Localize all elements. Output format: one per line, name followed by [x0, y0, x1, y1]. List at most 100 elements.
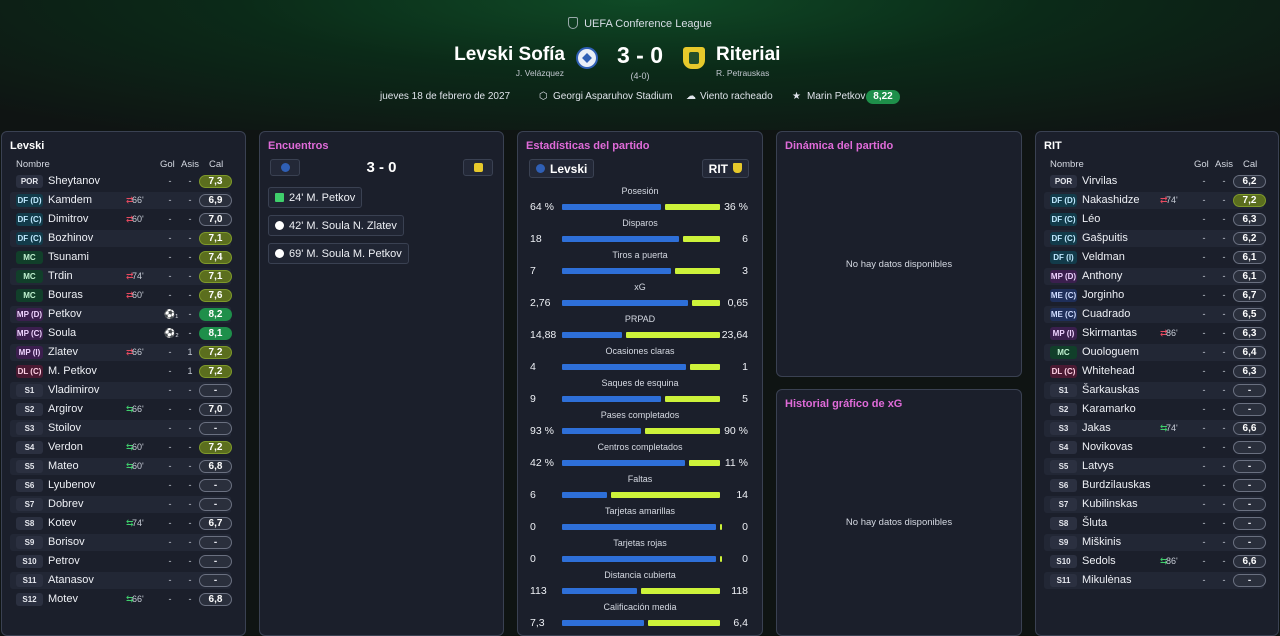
player-row[interactable]: S7 Dobrev - - - [10, 496, 232, 513]
player-row[interactable]: S3 Stoilov - - - [10, 420, 232, 437]
player-name[interactable]: Veldman [1082, 251, 1125, 263]
player-row[interactable]: MC Trdin ⇄ 74' - -7,1 [10, 268, 232, 285]
player-row[interactable]: S10 Petrov - - - [10, 553, 232, 570]
player-row[interactable]: DF (C) Dimitrov ⇄ 60' - -7,0 [10, 211, 232, 228]
player-row[interactable]: S1 Vladimirov - - - [10, 382, 232, 399]
player-row[interactable]: POR Sheytanov - -7,3 [10, 173, 232, 190]
player-name[interactable]: Borisov [48, 536, 85, 548]
player-name[interactable]: Bouras [48, 289, 83, 301]
col-rating[interactable]: Cal [209, 159, 224, 170]
player-row[interactable]: MP (D) Petkov ⚽₁ -8,2 [10, 306, 232, 323]
player-name[interactable]: Latvys [1082, 460, 1114, 472]
player-row[interactable]: S3 Jakas ⇆ 74' - -6,6 [1044, 420, 1266, 437]
player-row[interactable]: S4 Novikovas - - - [1044, 439, 1266, 456]
player-name[interactable]: Vladimirov [48, 384, 100, 396]
player-row[interactable]: MP (I) Zlatev ⇄ 66' - 1 7,2 [10, 344, 232, 361]
player-name[interactable]: Atanasov [48, 574, 94, 586]
player-name[interactable]: Tsunami [48, 251, 89, 263]
player-name[interactable]: Petkov [48, 308, 82, 320]
player-row[interactable]: S12 Motev ⇆ 66' - -6,8 [10, 591, 232, 608]
player-row[interactable]: S8 Kotev ⇆ 74' - -6,7 [10, 515, 232, 532]
player-name[interactable]: Kubilinskas [1082, 498, 1138, 510]
player-row[interactable]: MC Tsunami - -7,4 [10, 249, 232, 266]
col-name[interactable]: Nombre [1050, 159, 1084, 170]
home-team-name[interactable]: Levski Sofía [454, 44, 565, 65]
mvp-name[interactable]: Marin Petkov [807, 91, 866, 102]
player-name[interactable]: Novikovas [1082, 441, 1133, 453]
player-name[interactable]: Trdin [48, 270, 73, 282]
player-name[interactable]: Miškinis [1082, 536, 1122, 548]
player-name[interactable]: Zlatev [48, 346, 78, 358]
player-row[interactable]: DL (C) Whitehead - -6,3 [1044, 363, 1266, 380]
event-item[interactable]: 24' M. Petkov [268, 187, 363, 208]
player-row[interactable]: ME (C) Jorginho - -6,7 [1044, 287, 1266, 304]
col-goals[interactable]: Gol [1194, 159, 1209, 170]
player-row[interactable]: DF (D) Nakashidze ⇄ 74' - -7,2 [1044, 192, 1266, 209]
player-row[interactable]: S9 Borisov - - - [10, 534, 232, 551]
player-name[interactable]: Kotev [48, 517, 77, 529]
player-row[interactable]: DF (C) Bozhinov - -7,1 [10, 230, 232, 247]
player-row[interactable]: MC Ouologuem - -6,4 [1044, 344, 1266, 361]
player-name[interactable]: Lyubenov [48, 479, 96, 491]
player-row[interactable]: S2 Karamarko - - - [1044, 401, 1266, 418]
player-row[interactable]: S6 Burdzilauskas - - - [1044, 477, 1266, 494]
player-row[interactable]: MP (D) Anthony - -6,1 [1044, 268, 1266, 285]
player-row[interactable]: MP (I) Skirmantas ⇄ 86' - -6,3 [1044, 325, 1266, 342]
player-name[interactable]: Virvilas [1082, 175, 1118, 187]
player-name[interactable]: Skirmantas [1082, 327, 1138, 339]
player-row[interactable]: DF (I) Veldman - -6,1 [1044, 249, 1266, 266]
player-name[interactable]: Argirov [48, 403, 83, 415]
player-name[interactable]: M. Petkov [48, 365, 97, 377]
player-row[interactable]: S11 Mikulėnas - - - [1044, 572, 1266, 589]
player-row[interactable]: S9 Miškinis - - - [1044, 534, 1266, 551]
event-item[interactable]: 42' M. Soula N. Zlatev [268, 215, 404, 236]
player-row[interactable]: DF (D) Kamdem ⇄ 66' - -6,9 [10, 192, 232, 209]
player-row[interactable]: S4 Verdon ⇆ 60' - -7,2 [10, 439, 232, 456]
player-row[interactable]: MC Bouras ⇄ 60' - -7,6 [10, 287, 232, 304]
player-row[interactable]: S7 Kubilinskas - - - [1044, 496, 1266, 513]
stats-home-team[interactable]: Levski [529, 159, 595, 178]
col-rating[interactable]: Cal [1243, 159, 1258, 170]
player-name[interactable]: Gašpuitis [1082, 232, 1128, 244]
player-row[interactable]: S5 Latvys - - - [1044, 458, 1266, 475]
player-name[interactable]: Ouologuem [1082, 346, 1139, 358]
home-coach[interactable]: J. Velázquez [515, 68, 564, 78]
player-name[interactable]: Bozhinov [48, 232, 94, 244]
away-coach[interactable]: R. Petrauskas [716, 68, 770, 78]
player-name[interactable]: Léo [1082, 213, 1101, 225]
player-name[interactable]: Soula [48, 327, 77, 339]
player-name[interactable]: Dimitrov [48, 213, 89, 225]
player-name[interactable]: Šarkauskas [1082, 384, 1140, 396]
player-row[interactable]: S2 Argirov ⇆ 66' - -7,0 [10, 401, 232, 418]
player-name[interactable]: Nakashidze [1082, 194, 1140, 206]
player-name[interactable]: Dobrev [48, 498, 84, 510]
player-name[interactable]: Stoilov [48, 422, 82, 434]
col-goals[interactable]: Gol [160, 159, 175, 170]
player-row[interactable]: S11 Atanasov - - - [10, 572, 232, 589]
player-name[interactable]: Verdon [48, 441, 83, 453]
player-row[interactable]: DF (C) Léo - -6,3 [1044, 211, 1266, 228]
player-row[interactable]: S1 Šarkauskas - - - [1044, 382, 1266, 399]
col-assists[interactable]: Asis [181, 159, 199, 170]
player-name[interactable]: Mateo [48, 460, 79, 472]
player-row[interactable]: MP (C) Soula ⚽₂ -8,1 [10, 325, 232, 342]
player-name[interactable]: Petrov [48, 555, 80, 567]
player-row[interactable]: S8 Šluta - - - [1044, 515, 1266, 532]
player-row[interactable]: ME (C) Cuadrado - -6,5 [1044, 306, 1266, 323]
col-assists[interactable]: Asis [1215, 159, 1233, 170]
player-row[interactable]: S6 Lyubenov - - - [10, 477, 232, 494]
player-row[interactable]: S10 Sedols ⇆ 86' - -6,6 [1044, 553, 1266, 570]
player-name[interactable]: Kamdem [48, 194, 93, 206]
player-row[interactable]: S5 Mateo ⇆ 60' - -6,8 [10, 458, 232, 475]
player-name[interactable]: Motev [48, 593, 78, 605]
away-team-name[interactable]: Riteriai [716, 44, 781, 65]
player-name[interactable]: Jakas [1082, 422, 1111, 434]
player-name[interactable]: Šluta [1082, 517, 1108, 529]
player-row[interactable]: POR Virvilas - -6,2 [1044, 173, 1266, 190]
player-name[interactable]: Jorginho [1082, 289, 1125, 301]
player-row[interactable]: DL (C) M. Petkov - 1 7,2 [10, 363, 232, 380]
stadium-name[interactable]: Georgi Asparuhov Stadium [553, 91, 673, 102]
player-name[interactable]: Burdzilauskas [1082, 479, 1151, 491]
player-name[interactable]: Anthony [1082, 270, 1123, 282]
player-name[interactable]: Mikulėnas [1082, 574, 1132, 586]
